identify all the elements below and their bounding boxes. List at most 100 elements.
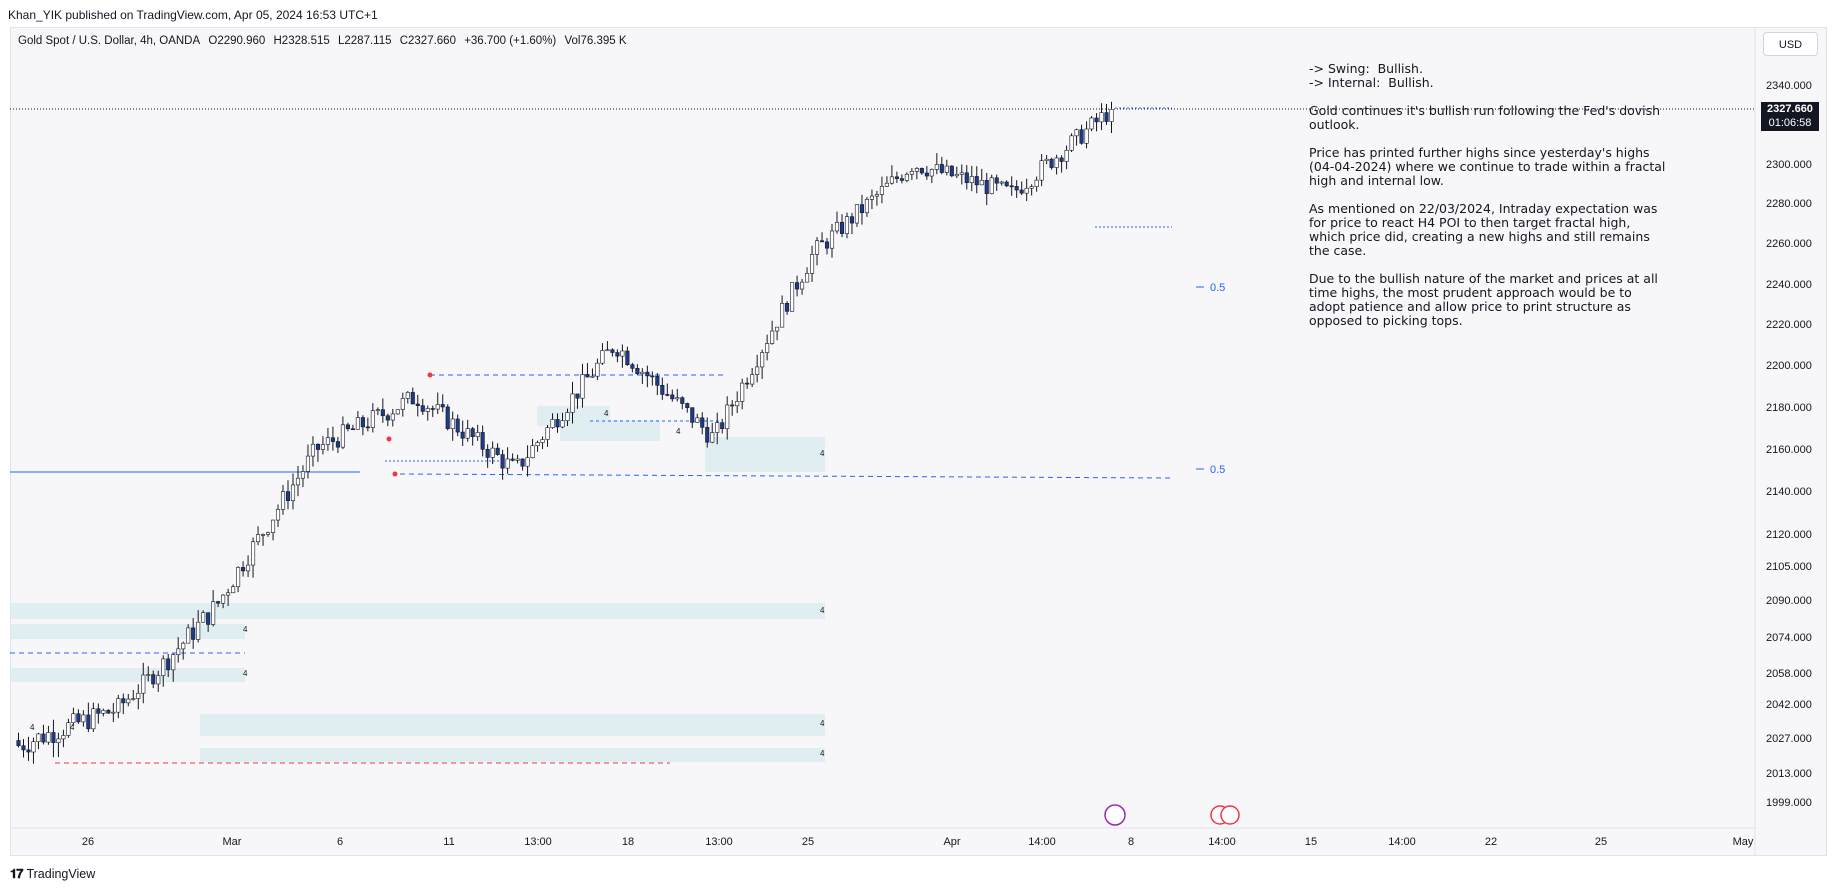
bull-candle-body [475, 432, 480, 437]
bull-candle-body [81, 714, 86, 723]
bear-candle-body [350, 428, 355, 431]
bear-candle-body [166, 658, 171, 671]
y-tick-label: 2027.000 [1766, 733, 1812, 745]
candle [360, 415, 365, 436]
candle [1019, 181, 1024, 196]
bear-candle-body [645, 371, 650, 377]
candle [954, 166, 959, 179]
bull-candle-body [66, 722, 71, 736]
candle [1094, 113, 1099, 132]
candle [440, 394, 445, 413]
y-tick-label: 1999.000 [1766, 797, 1812, 809]
bear-candle-body [839, 221, 845, 234]
bear-candle-body [635, 368, 640, 375]
candle [869, 189, 874, 210]
bear-candle-body [96, 708, 101, 714]
candle [894, 171, 899, 184]
candle [800, 279, 805, 295]
candle [889, 165, 894, 185]
bear-candle-body [680, 397, 685, 404]
candle [21, 739, 26, 758]
candle [540, 436, 545, 450]
bull-candle-body [979, 179, 984, 186]
candle [275, 504, 281, 528]
candle [256, 526, 261, 546]
bull-candle-body [101, 710, 106, 714]
candle [974, 166, 979, 194]
candle [979, 168, 984, 186]
last-price-label: 2327.660 01:06:58 [1761, 102, 1819, 131]
candle [270, 519, 276, 541]
candle [305, 444, 311, 479]
candle [475, 424, 480, 441]
candle [775, 326, 780, 341]
candle [295, 465, 301, 497]
y-tick-label: 2074.000 [1766, 632, 1812, 644]
x-tick-label: 26 [82, 836, 94, 848]
candle [51, 719, 56, 758]
bull-candle-body [525, 457, 530, 467]
y-tick-label: 2160.000 [1766, 444, 1812, 456]
candle [136, 684, 141, 710]
symbol-title[interactable]: Gold Spot / U.S. Dollar, 4h, OANDA [18, 35, 201, 47]
candle [1039, 154, 1044, 187]
bear-candle-body [345, 424, 350, 430]
candle [715, 412, 720, 445]
currency-button[interactable]: USD [1763, 32, 1818, 56]
candle [790, 282, 795, 312]
bull-candle-body [1099, 112, 1104, 123]
bull-candle-body [1034, 179, 1039, 187]
bear-candle-body [919, 168, 924, 174]
candle [420, 398, 425, 415]
candle [221, 594, 226, 609]
x-tick-label: May [1733, 836, 1754, 848]
bear-candle-body [720, 422, 725, 429]
candle [650, 371, 655, 386]
bull-candle-body [530, 445, 535, 458]
bear-candle-body [585, 374, 590, 378]
bull-candle-body [226, 592, 231, 596]
candle [246, 555, 251, 578]
bull-candle-body [450, 418, 455, 429]
bear-candle-body [615, 352, 620, 357]
tradingview-footer[interactable]: 𝟏𝟕 TradingView [10, 866, 95, 882]
bear-candle-body [415, 403, 420, 406]
candle [989, 174, 994, 195]
bull-candle-body [999, 181, 1004, 184]
bear-candle-body [335, 441, 340, 448]
bar-countdown: 01:06:58 [1768, 117, 1812, 129]
bear-candle-body [1019, 189, 1024, 194]
bull-candle-body [550, 419, 555, 428]
zone-timeframe-label: 4 [70, 723, 75, 732]
swing-point-marker [392, 471, 398, 477]
candle [290, 473, 296, 510]
bull-candle-body [176, 648, 181, 655]
bear-candle-body [460, 431, 465, 439]
bear-candle-body [685, 403, 690, 408]
bull-candle-body [236, 567, 241, 587]
x-tick-label: 13:00 [524, 836, 552, 848]
candle [844, 212, 850, 239]
candle [834, 211, 840, 234]
candle [884, 176, 889, 187]
candle [879, 176, 884, 204]
candle [575, 393, 580, 409]
candle [680, 396, 685, 410]
candle [176, 637, 181, 663]
candle [1109, 101, 1114, 134]
bull-candle-body [854, 204, 860, 224]
candle [605, 341, 610, 352]
candle [261, 533, 266, 546]
bear-candle-body [1004, 181, 1009, 187]
bear-candle-body [206, 612, 211, 625]
candle [515, 454, 520, 464]
candle [964, 165, 969, 190]
bull-candle-body [56, 738, 61, 743]
candle [355, 411, 360, 430]
bull-candle-body [201, 612, 206, 623]
candle [994, 174, 999, 191]
candle [585, 362, 590, 378]
bull-candle-body [251, 541, 256, 566]
candle [545, 424, 550, 447]
